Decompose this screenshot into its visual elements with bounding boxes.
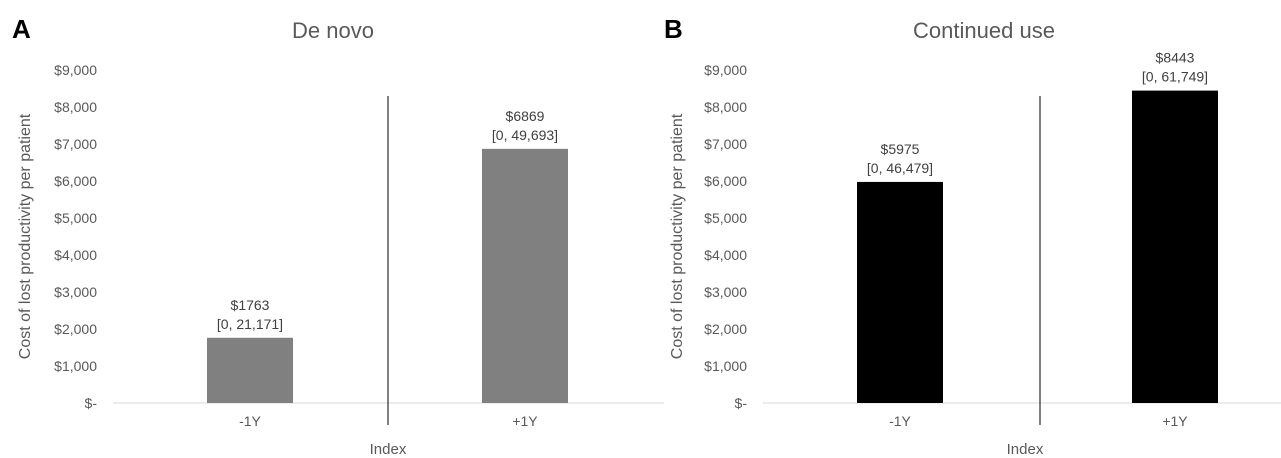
bar-ci-label: [0, 61,749] <box>1142 69 1208 85</box>
y-tick-label: $6,000 <box>54 173 97 189</box>
x-tick-label: -1Y <box>239 413 261 429</box>
bar-+1Y <box>482 148 568 403</box>
bar-value-label: $1763 <box>231 297 270 313</box>
y-tick-label: $7,000 <box>704 136 747 152</box>
y-tick-label: $8,000 <box>704 99 747 115</box>
bar--1Y <box>857 181 943 403</box>
y-tick-label: $9,000 <box>54 62 97 78</box>
bar-ci-label: [0, 21,171] <box>217 316 283 332</box>
chart-panel-a: A De novo Cost of lost productivity per pa… <box>12 14 664 458</box>
panel-letter: B <box>664 14 683 44</box>
bar-ci-label: [0, 46,479] <box>867 160 933 176</box>
x-tick-label: +1Y <box>1162 413 1188 429</box>
bar--1Y <box>207 337 293 403</box>
chart-panel-b: B Continued use Cost of lost productivity … <box>664 14 1281 458</box>
y-tick-label: $9,000 <box>704 62 747 78</box>
bar-value-label: $5975 <box>881 141 920 157</box>
chart-title: Continued use <box>913 18 1055 43</box>
panel-letter: A <box>12 14 31 44</box>
y-tick-label: $7,000 <box>54 136 97 152</box>
y-tick-label: $2,000 <box>54 321 97 337</box>
y-tick-label: $4,000 <box>54 247 97 263</box>
y-tick-label: $1,000 <box>704 358 747 374</box>
x-tick-label: +1Y <box>512 413 538 429</box>
y-tick-label: $5,000 <box>54 210 97 226</box>
y-tick-label: $- <box>735 395 748 411</box>
y-tick-label: $5,000 <box>704 210 747 226</box>
y-tick-label: $6,000 <box>704 173 747 189</box>
chart-title: De novo <box>292 18 374 43</box>
x-axis-label: Index <box>1007 441 1044 458</box>
y-tick-label: $1,000 <box>54 358 97 374</box>
y-tick-label: $2,000 <box>704 321 747 337</box>
bar-+1Y <box>1132 90 1218 403</box>
bar-value-label: $8443 <box>1156 50 1195 66</box>
x-tick-label: -1Y <box>889 413 911 429</box>
y-tick-label: $3,000 <box>54 284 97 300</box>
y-tick-label: $8,000 <box>54 99 97 115</box>
y-tick-label: $3,000 <box>704 284 747 300</box>
y-axis-label: Cost of lost productivity per patient <box>17 113 34 359</box>
y-tick-label: $- <box>85 395 98 411</box>
bar-value-label: $6869 <box>506 108 545 124</box>
x-axis-label: Index <box>370 441 407 458</box>
bar-ci-label: [0, 49,693] <box>492 127 558 143</box>
y-tick-label: $4,000 <box>704 247 747 263</box>
y-axis-label: Cost of lost productivity per patient <box>669 113 686 359</box>
